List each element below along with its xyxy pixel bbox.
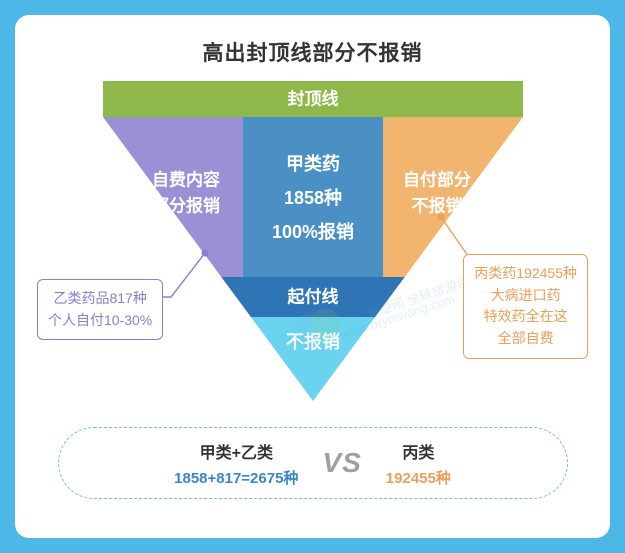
threshold-label: 起付线 xyxy=(286,286,338,306)
vs-left-val: 1858+817=2675种 xyxy=(174,467,298,488)
comparison-pill: 甲类+乙类 1858+817=2675种 VS 丙类 192455种 xyxy=(58,427,568,499)
vs-right: 丙类 192455种 xyxy=(386,439,451,488)
vs-right-head: 丙类 xyxy=(386,439,451,463)
seg-bottom: 不报销 xyxy=(250,317,374,401)
top-cap-label: 封顶线 xyxy=(287,88,338,108)
mid-c-l1: 甲类药 xyxy=(286,153,340,174)
funnel-svg: 封顶线 自费内容 部分报销 甲类药 1858种 100%报销 自付部分 不报销 xyxy=(103,81,523,401)
callout-left-l1: 乙类药品817种 xyxy=(48,288,152,310)
seg-threshold: 起付线 xyxy=(221,277,404,317)
callout-right-l1: 丙类药192455种 xyxy=(474,263,577,285)
callout-right-l2: 大病进口药 xyxy=(474,285,577,307)
mid-right-l2: 不报销 xyxy=(411,195,462,215)
callout-right-l3: 特效药全在这 xyxy=(474,306,577,328)
info-card: 高出封顶线部分不报销 保游网 全球旅游保险平台 www.brymwang.com… xyxy=(15,15,610,538)
vs-right-val: 192455种 xyxy=(386,467,451,488)
bottom-label: 不报销 xyxy=(286,331,340,352)
vs-mid: VS xyxy=(322,447,361,479)
callout-left-l2: 个人自付10-30% xyxy=(48,310,152,332)
callout-left: 乙类药品817种 个人自付10-30% xyxy=(37,279,163,340)
main-title: 高出封顶线部分不报销 xyxy=(33,37,592,67)
funnel-diagram: 保游网 全球旅游保险平台 www.brymwang.com 封顶线 自费内容 部… xyxy=(33,81,592,411)
vs-left: 甲类+乙类 1858+817=2675种 xyxy=(174,439,298,488)
seg-top-cap: 封顶线 xyxy=(103,81,523,117)
seg-mid-right: 自付部分 不报销 xyxy=(383,117,523,277)
mid-right-l1: 自付部分 xyxy=(403,169,471,189)
callout-right: 丙类药192455种 大病进口药 特效药全在这 全部自费 xyxy=(463,254,588,359)
mid-c-l2: 1858种 xyxy=(283,187,341,208)
mid-left-l1: 自费内容 xyxy=(152,169,220,189)
callout-right-l4: 全部自费 xyxy=(474,328,577,350)
mid-left-l2: 部分报销 xyxy=(152,195,220,215)
mid-c-l3: 100%报销 xyxy=(271,221,353,242)
seg-mid-center: 甲类药 1858种 100%报销 xyxy=(243,117,383,277)
vs-left-head: 甲类+乙类 xyxy=(174,439,298,463)
seg-mid-left: 自费内容 部分报销 xyxy=(103,117,243,277)
